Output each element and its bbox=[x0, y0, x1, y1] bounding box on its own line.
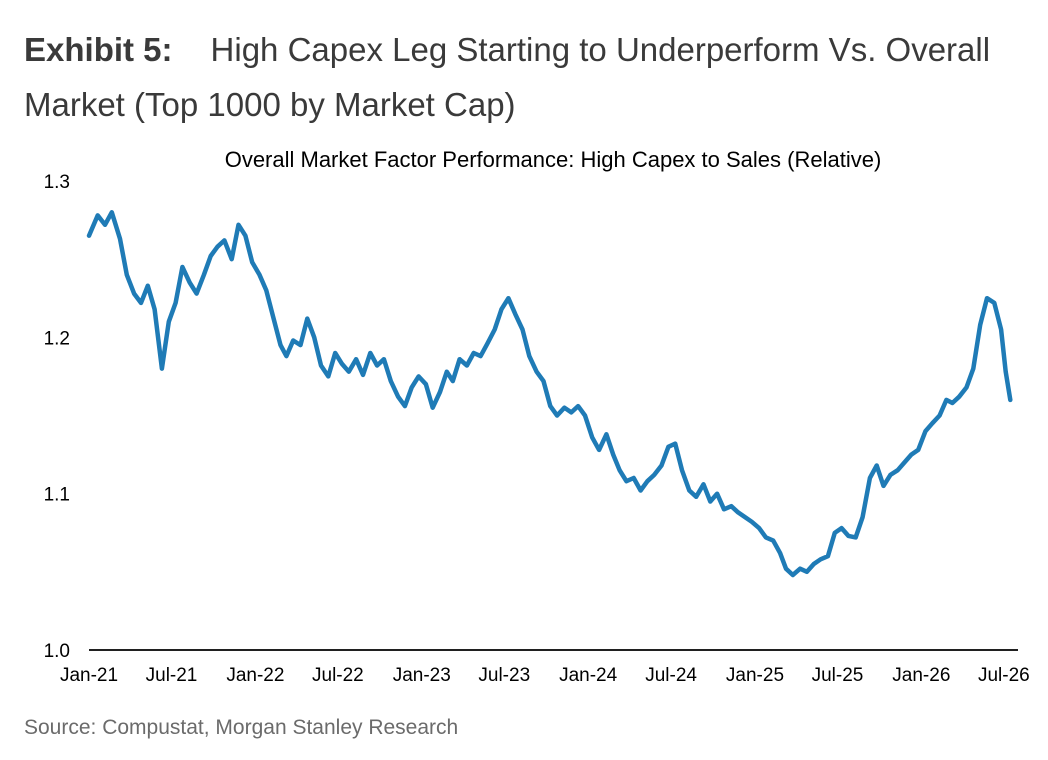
y-tick-label: 1.0 bbox=[44, 641, 70, 662]
x-tick-label: Jan-26 bbox=[892, 665, 950, 686]
source-note: Source: Compustat, Morgan Stanley Resear… bbox=[24, 716, 459, 739]
x-tick-label: Jul-24 bbox=[645, 665, 697, 686]
x-tick-label: Jan-22 bbox=[226, 665, 284, 686]
series-line bbox=[86, 210, 1013, 578]
x-tick-label: Jul-26 bbox=[978, 665, 1030, 686]
y-tick-label: 1.1 bbox=[44, 485, 70, 506]
x-tick-label: Jul-25 bbox=[812, 665, 864, 686]
x-tick-label: Jul-23 bbox=[478, 665, 530, 686]
y-tick-label: 1.3 bbox=[44, 172, 70, 193]
line-chart: Overall Market Factor Performance: High … bbox=[44, 147, 1030, 686]
y-tick-label: 1.2 bbox=[44, 328, 70, 349]
x-tick-label: Jan-23 bbox=[393, 665, 451, 686]
x-tick-label: Jul-22 bbox=[312, 665, 364, 686]
series-layer bbox=[86, 210, 1013, 578]
x-tick-label: Jul-21 bbox=[146, 665, 198, 686]
exhibit-label: Exhibit 5: bbox=[24, 31, 173, 68]
y-axis-ticks: 1.0 1.1 1.2 1.3 bbox=[44, 172, 70, 662]
x-tick-label: Jan-24 bbox=[559, 665, 618, 686]
x-tick-label: Jan-25 bbox=[726, 665, 784, 686]
x-axis-ticks: Jan-21 Jul-21 Jan-22 Jul-22 Jan-23 Jul-23 Jan-… bbox=[60, 665, 1030, 686]
exhibit-heading: Exhibit 5: High Capex Leg Starting to Und… bbox=[24, 22, 1034, 132]
x-tick-label: Jan-21 bbox=[60, 665, 118, 686]
chart-title: Overall Market Factor Performance: High … bbox=[225, 147, 882, 172]
exhibit-title: High Capex Leg Starting to Underperform … bbox=[24, 31, 991, 123]
